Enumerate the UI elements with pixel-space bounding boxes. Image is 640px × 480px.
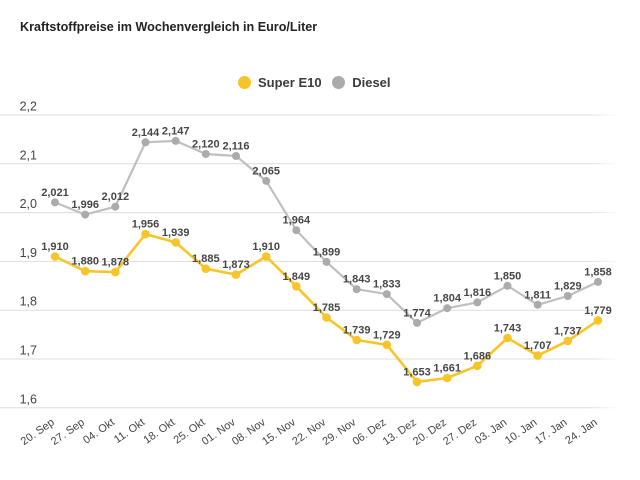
svg-text:2,065: 2,065 — [252, 165, 280, 177]
svg-text:1,743: 1,743 — [494, 323, 522, 335]
svg-text:1,849: 1,849 — [283, 271, 311, 283]
svg-text:1,774: 1,774 — [403, 307, 431, 319]
svg-text:2,120: 2,120 — [192, 139, 220, 151]
svg-text:03. Jan: 03. Jan — [473, 416, 509, 447]
svg-text:06. Dez: 06. Dez — [351, 416, 389, 448]
svg-text:1,899: 1,899 — [313, 246, 341, 258]
svg-text:20. Dez: 20. Dez — [411, 416, 449, 448]
svg-text:2,2: 2,2 — [20, 100, 37, 114]
svg-text:11. Okt: 11. Okt — [112, 416, 147, 446]
svg-text:1,939: 1,939 — [162, 227, 190, 239]
svg-text:1,910: 1,910 — [41, 241, 69, 253]
svg-text:1,8: 1,8 — [20, 295, 37, 309]
svg-text:2,147: 2,147 — [162, 125, 190, 137]
svg-text:2,021: 2,021 — [41, 187, 69, 199]
svg-text:1,707: 1,707 — [524, 340, 552, 352]
svg-text:1,829: 1,829 — [554, 281, 582, 293]
svg-text:1,6: 1,6 — [20, 392, 37, 406]
svg-text:1,653: 1,653 — [403, 366, 431, 378]
svg-text:1,833: 1,833 — [373, 279, 401, 291]
svg-text:18. Okt: 18. Okt — [141, 416, 177, 446]
svg-text:1,858: 1,858 — [584, 266, 612, 278]
svg-text:2,116: 2,116 — [223, 141, 250, 153]
svg-text:1,816: 1,816 — [464, 287, 492, 299]
svg-text:2,0: 2,0 — [20, 197, 37, 211]
svg-text:1,779: 1,779 — [584, 305, 612, 317]
svg-text:1,956: 1,956 — [132, 219, 160, 231]
svg-text:1,885: 1,885 — [192, 253, 220, 265]
svg-text:10. Jan: 10. Jan — [503, 416, 539, 447]
svg-text:1,850: 1,850 — [494, 270, 522, 282]
svg-text:1,996: 1,996 — [71, 199, 99, 211]
svg-text:04. Okt: 04. Okt — [81, 416, 117, 446]
svg-text:1,737: 1,737 — [554, 325, 582, 337]
svg-text:1,686: 1,686 — [464, 350, 492, 362]
svg-text:27. Dez: 27. Dez — [441, 416, 479, 448]
svg-text:13. Dez: 13. Dez — [381, 416, 419, 448]
svg-text:1,804: 1,804 — [433, 293, 461, 305]
svg-text:1,910: 1,910 — [252, 241, 280, 253]
svg-text:1,739: 1,739 — [343, 325, 371, 337]
svg-text:17. Jan: 17. Jan — [533, 416, 569, 447]
svg-text:1,7: 1,7 — [20, 344, 37, 358]
svg-text:1,964: 1,964 — [283, 215, 311, 227]
svg-text:24. Jan: 24. Jan — [563, 416, 599, 447]
svg-text:1,880: 1,880 — [71, 256, 99, 268]
svg-text:1,785: 1,785 — [313, 302, 341, 314]
svg-text:1,729: 1,729 — [373, 329, 401, 341]
svg-text:2,1: 2,1 — [20, 148, 37, 162]
svg-text:1,811: 1,811 — [524, 289, 551, 301]
svg-text:1,843: 1,843 — [343, 274, 371, 286]
svg-text:1,873: 1,873 — [222, 259, 250, 271]
svg-text:2,144: 2,144 — [132, 127, 160, 139]
svg-text:1,878: 1,878 — [102, 257, 130, 269]
svg-text:27. Sep: 27. Sep — [49, 416, 87, 448]
svg-text:1,661: 1,661 — [433, 363, 461, 375]
svg-text:1,9: 1,9 — [20, 246, 37, 260]
svg-text:20. Sep: 20. Sep — [19, 416, 57, 448]
svg-text:2,012: 2,012 — [102, 191, 130, 203]
